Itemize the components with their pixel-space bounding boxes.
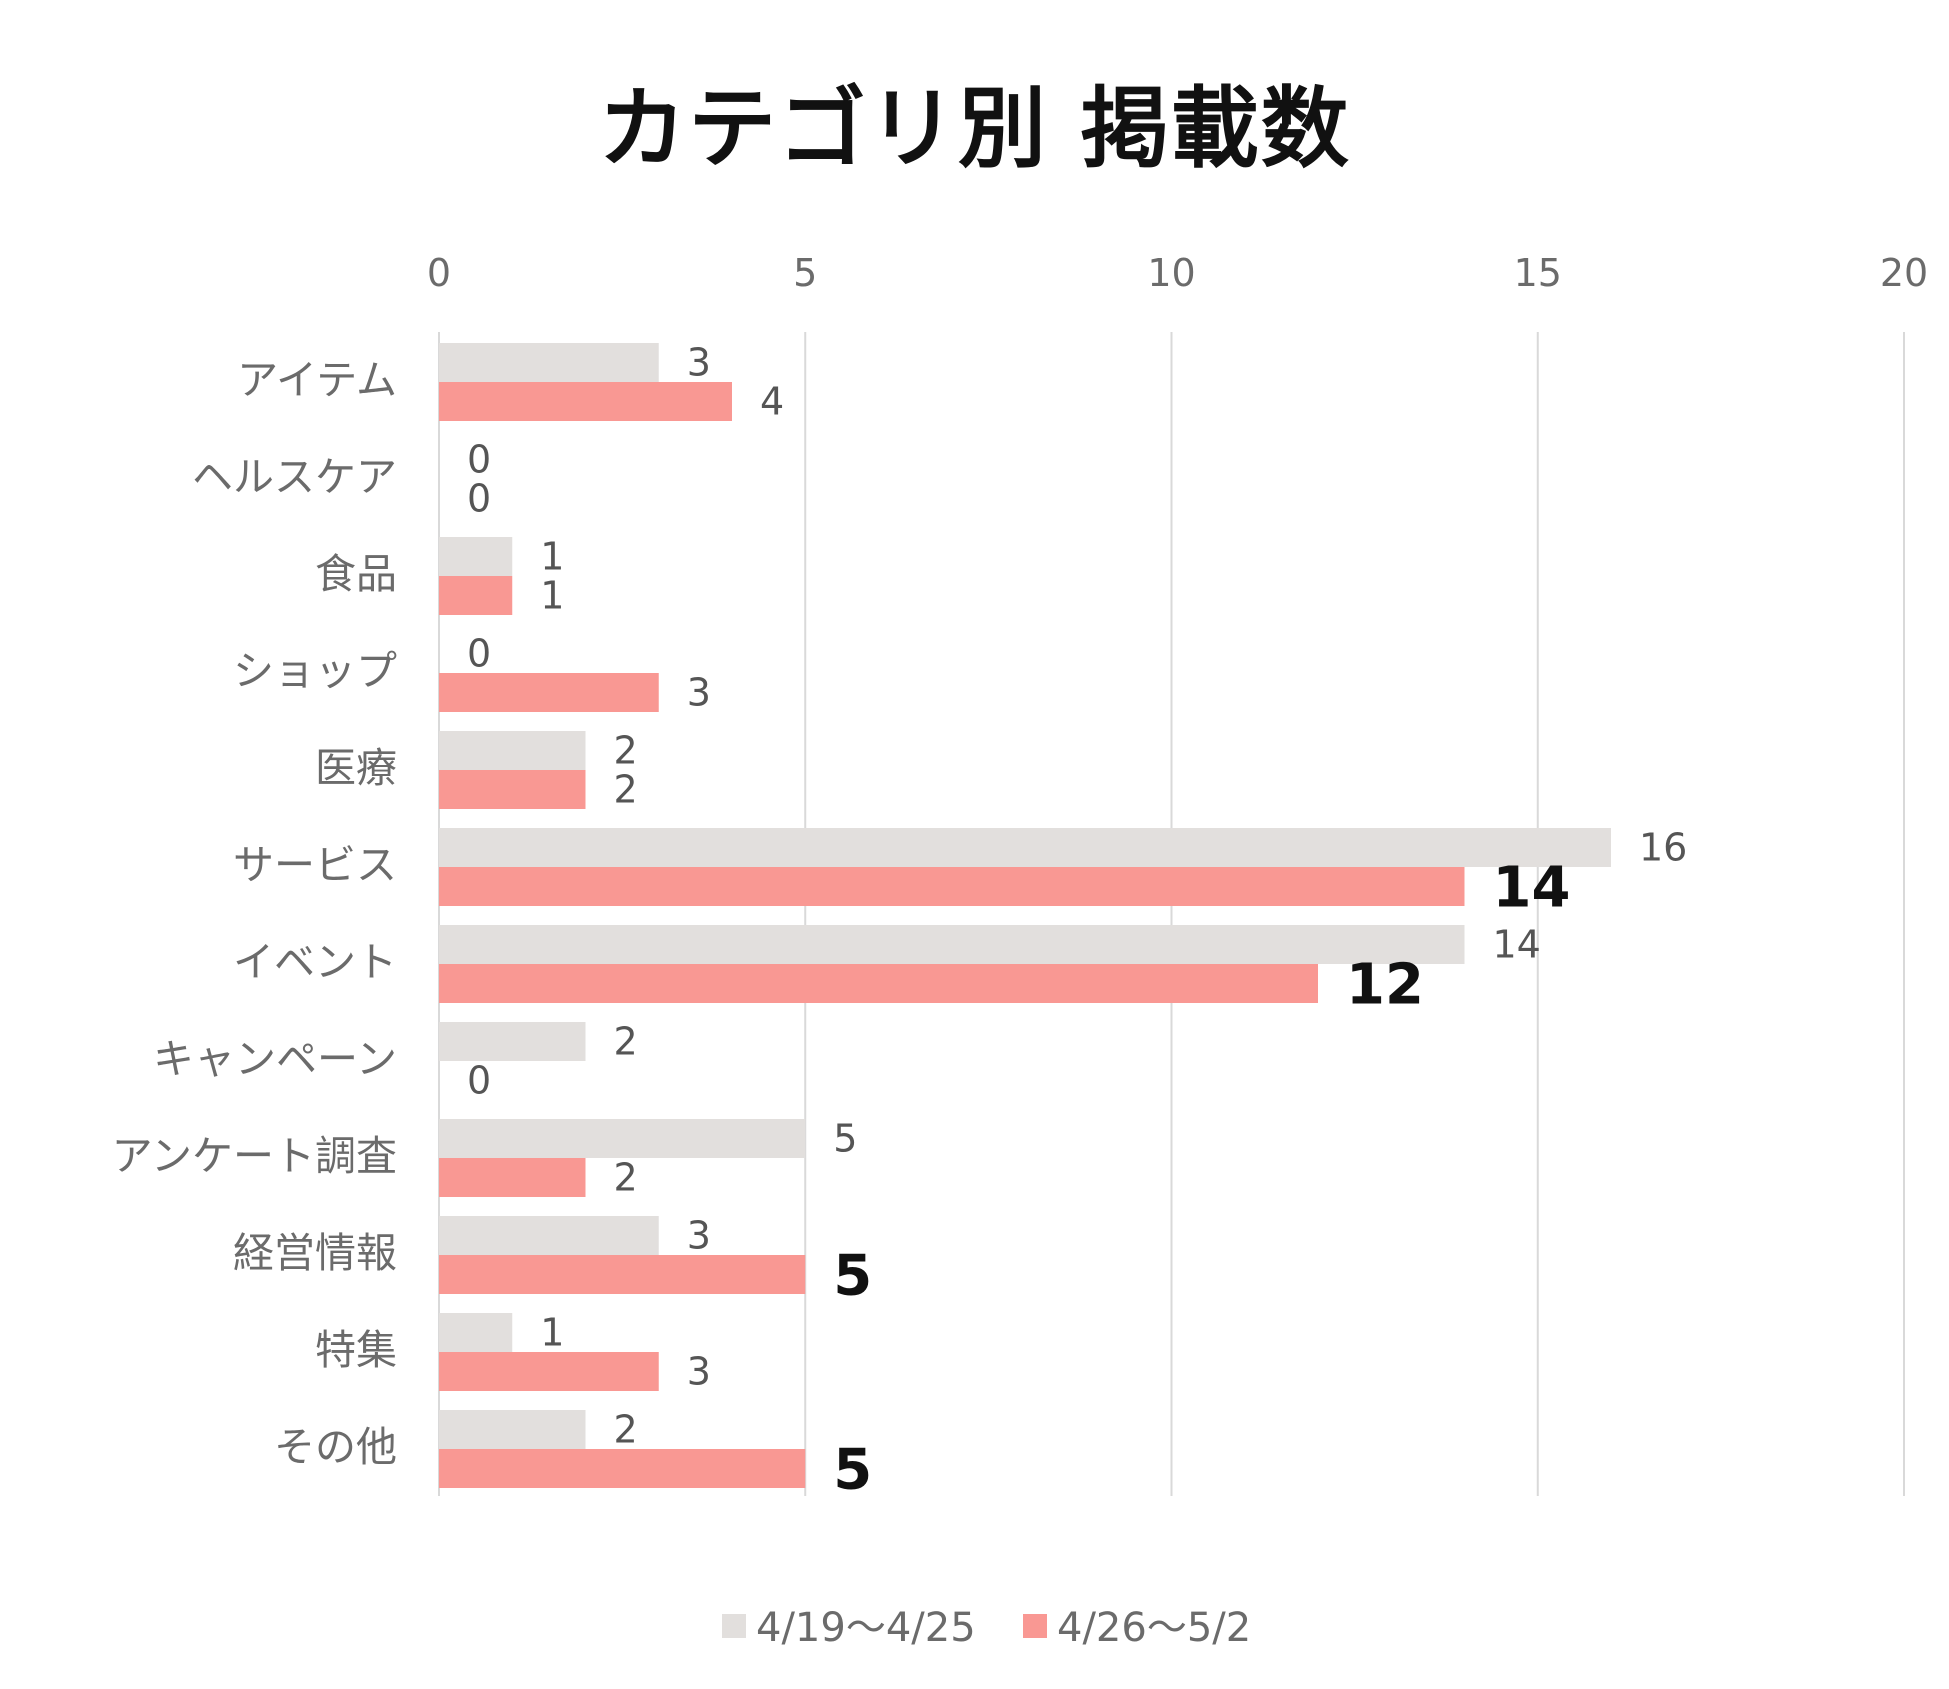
data-label-series-2: 4: [760, 380, 784, 424]
bars: [439, 343, 1611, 1488]
data-label-series-2: 12: [1346, 953, 1424, 1018]
bar-series-1: [439, 1313, 513, 1352]
legend: 4/19〜4/25 4/26〜5/2: [722, 1605, 1251, 1651]
data-label-series-1: 5: [833, 1117, 857, 1161]
bar-series-2: [439, 1158, 586, 1197]
bar-series-1: [439, 1022, 586, 1061]
category-labels: アイテムヘルスケア食品ショップ医療サービスイベントキャンペーンアンケート調査経営…: [112, 356, 397, 1471]
data-label-series-2: 2: [614, 768, 638, 812]
bar-series-1: [439, 1410, 586, 1449]
bar-series-2: [439, 964, 1318, 1003]
bar-series-2: [439, 1449, 806, 1488]
legend-swatch-series-2: [1023, 1614, 1047, 1638]
data-label-series-2: 5: [833, 1438, 872, 1503]
category-label: その他: [274, 1423, 397, 1471]
bar-series-2: [439, 576, 513, 615]
data-label-series-2: 5: [833, 1244, 872, 1309]
category-label: キャンペーン: [153, 1035, 397, 1083]
bar-series-2: [439, 867, 1465, 906]
data-label-series-1: 14: [1493, 923, 1541, 967]
bar-series-1: [439, 537, 513, 576]
data-label-series-1: 2: [614, 1020, 638, 1064]
x-tick-label: 0: [427, 251, 451, 295]
category-label: 特集: [315, 1326, 397, 1374]
data-label-series-1: 2: [614, 729, 638, 773]
bar-series-2: [439, 382, 732, 421]
bar-series-2: [439, 1255, 806, 1294]
legend-label-series-1: 4/19〜4/25: [756, 1605, 976, 1651]
data-label-series-2: 2: [614, 1156, 638, 1200]
x-tick-label: 20: [1880, 251, 1928, 295]
x-tick-label: 10: [1147, 251, 1195, 295]
bar-series-1: [439, 731, 586, 770]
bar-series-2: [439, 673, 659, 712]
bar-series-1: [439, 925, 1465, 964]
category-label: アイテム: [237, 356, 397, 404]
data-label-series-2: 0: [467, 1059, 491, 1103]
bar-series-2: [439, 770, 586, 809]
data-label-series-2: 3: [687, 1350, 711, 1394]
category-label: ヘルスケア: [192, 453, 397, 501]
chart-title: カテゴリ別 掲載数: [598, 77, 1351, 180]
gridlines: [438, 332, 1905, 1496]
x-tick-label: 5: [793, 251, 817, 295]
data-label-series-1: 0: [467, 632, 491, 676]
bar-series-2: [439, 1352, 659, 1391]
bar-series-1: [439, 1216, 659, 1255]
legend-label-series-2: 4/26〜5/2: [1057, 1605, 1251, 1651]
data-label-series-1: 0: [467, 438, 491, 482]
category-label: 経営情報: [233, 1229, 397, 1277]
bar-series-1: [439, 1119, 806, 1158]
data-label-series-1: 16: [1639, 826, 1687, 870]
data-label-series-1: 2: [614, 1408, 638, 1452]
data-label-series-1: 1: [540, 1311, 564, 1355]
bar-series-1: [439, 343, 659, 382]
data-label-series-2: 14: [1493, 856, 1571, 921]
x-axis-ticks: 0 5 10 15 20: [427, 251, 1928, 295]
data-label-series-1: 3: [687, 341, 711, 385]
data-label-series-2: 0: [467, 477, 491, 521]
category-label: アンケート調査: [112, 1132, 397, 1180]
legend-swatch-series-1: [722, 1614, 746, 1638]
data-label-series-2: 1: [540, 574, 564, 618]
category-label: サービス: [233, 841, 397, 889]
category-label: イベント: [233, 938, 397, 986]
category-label: 食品: [315, 550, 397, 598]
data-label-series-1: 1: [540, 535, 564, 579]
category-label: 医療: [315, 744, 397, 792]
category-label: ショップ: [233, 647, 397, 695]
data-label-series-1: 3: [687, 1214, 711, 1258]
bar-series-1: [439, 828, 1611, 867]
data-label-series-2: 3: [687, 671, 711, 715]
x-tick-label: 15: [1514, 251, 1562, 295]
